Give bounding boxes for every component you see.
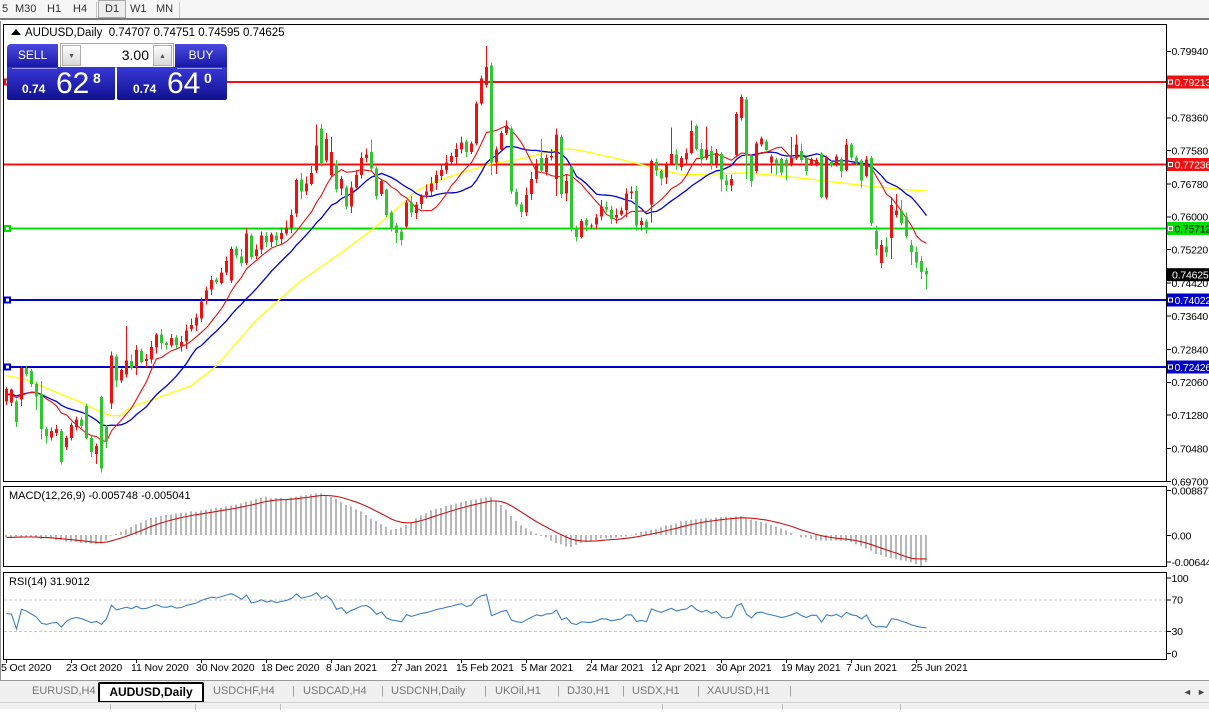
svg-text:12 Apr 2021: 12 Apr 2021 <box>651 662 707 674</box>
svg-text:5 Mar 2021: 5 Mar 2021 <box>521 662 573 674</box>
svg-text:30 Nov 2020: 30 Nov 2020 <box>196 662 255 674</box>
svg-text:70: 70 <box>1172 595 1184 607</box>
svg-text:23 Oct 2020: 23 Oct 2020 <box>66 662 122 674</box>
svg-text:15 Feb 2021: 15 Feb 2021 <box>456 662 514 674</box>
svg-text:18 Dec 2020: 18 Dec 2020 <box>261 662 320 674</box>
svg-text:-0.006445: -0.006445 <box>1172 557 1209 569</box>
svg-text:27 Jan 2021: 27 Jan 2021 <box>391 662 448 674</box>
svg-text:0.72060: 0.72060 <box>1172 377 1209 389</box>
svg-text:0.76000: 0.76000 <box>1172 212 1209 224</box>
svg-text:0.71280: 0.71280 <box>1172 410 1209 422</box>
svg-text:0.008877: 0.008877 <box>1172 486 1209 498</box>
svg-text:100: 100 <box>1172 573 1189 585</box>
svg-text:0.72426: 0.72426 <box>1175 362 1209 374</box>
svg-text:0.72840: 0.72840 <box>1172 344 1209 356</box>
svg-text:7 Jun 2021: 7 Jun 2021 <box>846 662 897 674</box>
svg-text:0.79940: 0.79940 <box>1172 46 1209 58</box>
svg-text:MACD(12,26,9) -0.005748 -0.005: MACD(12,26,9) -0.005748 -0.005041 <box>9 490 191 502</box>
svg-text:0.77236: 0.77236 <box>1175 159 1209 171</box>
svg-text:19 May 2021: 19 May 2021 <box>781 662 841 674</box>
svg-text:RSI(14) 31.9012: RSI(14) 31.9012 <box>9 576 90 588</box>
svg-text:0.77580: 0.77580 <box>1172 145 1209 157</box>
svg-text:0.78360: 0.78360 <box>1172 113 1209 125</box>
svg-text:24 Mar 2021: 24 Mar 2021 <box>586 662 644 674</box>
svg-text:30 Apr 2021: 30 Apr 2021 <box>716 662 772 674</box>
svg-text:30: 30 <box>1172 626 1184 638</box>
svg-text:0.70480: 0.70480 <box>1172 444 1209 456</box>
svg-text:0.73640: 0.73640 <box>1172 311 1209 323</box>
svg-text:0.76780: 0.76780 <box>1172 179 1209 191</box>
svg-text:0.75712: 0.75712 <box>1175 223 1209 235</box>
svg-text:AUDUSD,Daily 0.74707 0.74751: AUDUSD,Daily 0.74707 0.74751 0.74595 0.7… <box>25 27 285 39</box>
svg-text:25 Jun 2021: 25 Jun 2021 <box>911 662 968 674</box>
svg-text:11 Nov 2020: 11 Nov 2020 <box>131 662 189 674</box>
svg-text:0.75220: 0.75220 <box>1172 244 1209 256</box>
svg-text:0.00: 0.00 <box>1172 530 1192 542</box>
svg-text:0: 0 <box>1172 648 1178 660</box>
svg-text:8 Jan 2021: 8 Jan 2021 <box>326 662 377 674</box>
svg-text:0.74625: 0.74625 <box>1172 270 1209 282</box>
svg-text:0.79213: 0.79213 <box>1175 77 1209 89</box>
svg-text:0.74022: 0.74022 <box>1175 295 1209 307</box>
svg-text:5 Oct 2020: 5 Oct 2020 <box>1 662 52 674</box>
